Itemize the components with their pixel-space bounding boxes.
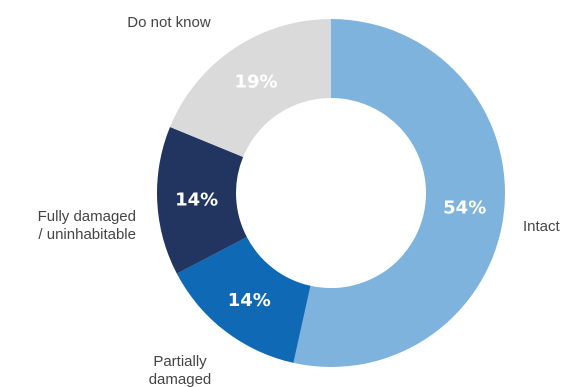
chart-category-labels: Intact Partially damaged Fully damaged / uni… — [38, 14, 561, 387]
category-label-do-not-know: Do not know — [127, 14, 211, 31]
category-label-line: Intact — [523, 218, 561, 235]
chart-slices — [157, 19, 505, 367]
slice-intact — [293, 19, 505, 367]
category-label-line: Fully damaged — [38, 208, 136, 225]
slice-do-not-know — [169, 19, 331, 157]
value-label-partially-damaged: 14% — [228, 290, 271, 311]
category-label-line: damaged — [149, 371, 212, 387]
category-label-line: Partially — [153, 353, 207, 370]
category-label-intact: Intact — [523, 218, 561, 235]
value-label-intact: 54% — [443, 198, 486, 219]
slice-fully-damaged-uninhabitable — [157, 127, 247, 274]
slice-partially-damaged — [176, 237, 311, 363]
category-label-fully-damaged-uninhabitable: Fully damaged / uninhabitable — [38, 208, 136, 243]
chart-value-labels: 54% 14% 14% 19% — [175, 71, 486, 310]
value-label-fully-damaged-uninhabitable: 14% — [175, 189, 218, 210]
category-label-line: / uninhabitable — [38, 226, 136, 243]
category-label-line: Do not know — [127, 14, 211, 31]
value-label-do-not-know: 19% — [235, 71, 278, 92]
category-label-partially-damaged: Partially damaged — [149, 353, 212, 387]
